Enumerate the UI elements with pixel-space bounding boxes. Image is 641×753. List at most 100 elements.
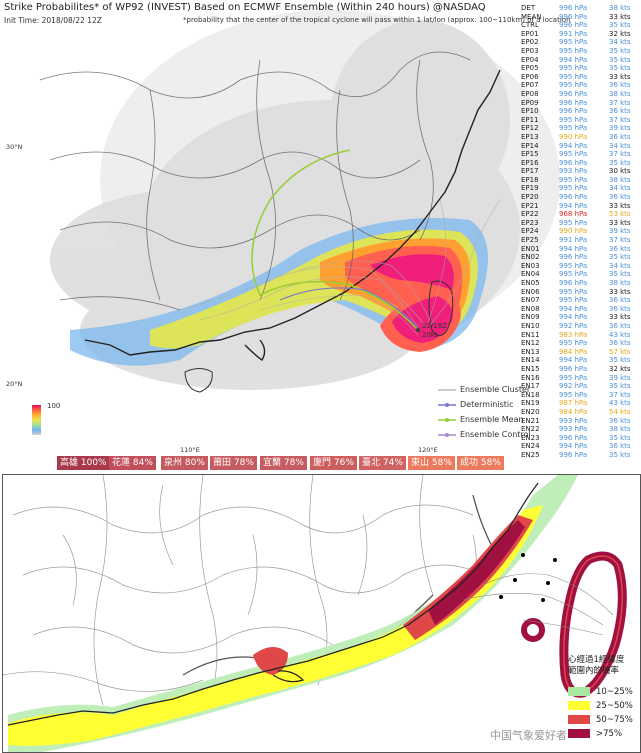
member-wind: 35 kts [609,55,631,64]
member-name: EP07 [521,81,539,90]
probability-colorbar [32,405,41,435]
member-row: EN09 994 hPa 33 kts [521,313,639,322]
member-name: EP15 [521,150,539,159]
member-pressure: 992 hPa [559,382,588,391]
member-name: EP12 [521,124,539,133]
member-wind: 33 kts [609,313,631,322]
legend-deterministic: Deterministic [438,397,518,412]
member-row: EN16 995 hPa 39 kts [521,374,639,383]
member-name: EP10 [521,107,539,116]
member-pressure: 995 hPa [559,270,588,279]
member-pressure: 996 hPa [559,433,588,442]
member-wind: 35 kts [609,64,631,73]
city-probability-badge: 臺北 74% [359,456,406,470]
member-name: EP25 [521,236,539,245]
member-wind: 37 kts [609,98,631,107]
member-wind: 37 kts [609,115,631,124]
member-name: EN16 [521,373,540,382]
member-pressure: 995 hPa [559,115,588,124]
member-wind: 37 kts [609,236,631,245]
member-name: EN25 [521,450,540,459]
member-row: EP11 995 hPa 37 kts [521,116,639,125]
member-wind: 35 kts [609,158,631,167]
member-wind: 36 kts [609,132,631,141]
legend-label: Ensemble Mean [460,415,524,424]
member-wind: 32 kts [609,364,631,373]
member-name: EN17 [521,382,540,391]
member-pressure: 990 hPa [559,227,588,236]
member-row: EN10 992 hPa 36 kts [521,322,639,331]
member-name: EN09 [521,313,540,322]
chart-title: Strike Probabilites* of WP92 (INVEST) Ba… [4,2,486,13]
member-wind: 33 kts [609,287,631,296]
member-name: DET [521,4,536,12]
member-row: EP24 990 hPa 39 kts [521,227,639,236]
member-wind: 36 kts [609,193,631,202]
regional-probability-map [3,475,627,752]
member-pressure: 993 hPa [559,167,588,176]
member-row: EN17 992 hPa 35 kts [521,382,639,391]
legend-ensemble-cluster: Ensemble Cluster [438,382,530,397]
member-wind: 57 kts [609,347,631,356]
member-wind: 36 kts [609,107,631,116]
member-wind: 38 kts [609,425,631,434]
member-pressure: 995 hPa [559,72,588,81]
member-row: EP14 994 hPa 34 kts [521,142,639,151]
member-wind: 38 kts [609,89,631,98]
member-row: EP12 995 hPa 39 kts [521,124,639,133]
member-pressure: 996 hPa [559,4,588,12]
member-name: EN23 [521,433,540,442]
member-row: EN13 984 hPa 57 kts [521,348,639,357]
member-wind: 36 kts [609,304,631,313]
member-name: EN07 [521,296,540,305]
track-legend: Ensemble Cluster Deterministic Ensemble … [438,382,531,442]
member-pressure: 995 hPa [559,38,588,47]
member-row: DET 996 hPa 38 kts [521,4,639,13]
legend-label: >75% [596,729,623,739]
member-wind: 35 kts [609,253,631,262]
legend-swatch [568,715,590,724]
member-wind: 36 kts [609,321,631,330]
member-wind: 35 kts [609,270,631,279]
member-pressure: 996 hPa [559,193,588,202]
member-wind: 34 kts [609,184,631,193]
member-pressure: 995 hPa [559,150,588,159]
member-row: EN18 995 hPa 37 kts [521,391,639,400]
member-pressure: 994 hPa [559,304,588,313]
member-name: EP11 [521,115,539,124]
member-row: EN25 996 hPa 35 kts [521,451,639,460]
member-name: EN11 [521,330,540,339]
member-name: EN22 [521,425,540,434]
probability-note: *probability that the center of the trop… [183,16,571,24]
member-row: EP06 995 hPa 33 kts [521,73,639,82]
member-row: EN03 995 hPa 34 kts [521,262,639,271]
legend-title-line-2: 範圍內的機率 [568,666,620,676]
member-row: EP07 995 hPa 36 kts [521,81,639,90]
member-row: EN04 995 hPa 35 kts [521,270,639,279]
member-name: EN24 [521,442,540,451]
member-name: EP18 [521,175,539,184]
member-wind: 38 kts [609,4,631,12]
member-wind: 34 kts [609,141,631,150]
member-name: EN21 [521,416,540,425]
member-row: EP20 996 hPa 36 kts [521,193,639,202]
member-wind: 35 kts [609,433,631,442]
member-pressure: 995 hPa [559,373,588,382]
member-name: EP01 [521,29,539,38]
member-row: EP22 968 hPa 53 kts [521,210,639,219]
member-pressure: 996 hPa [559,253,588,262]
member-name: EN20 [521,407,540,416]
member-wind: 54 kts [609,407,631,416]
member-pressure: 996 hPa [559,98,588,107]
member-pressure: 991 hPa [559,236,588,245]
city-probability-badge: 宜蘭 78% [260,456,307,470]
member-pressure: 996 hPa [559,12,588,21]
member-name: EN05 [521,279,540,287]
member-name: EN12 [521,339,540,348]
member-pressure: 996 hPa [559,107,588,116]
member-pressure: 993 hPa [559,425,588,434]
member-name: EN02 [521,253,540,262]
member-wind: 39 kts [609,124,631,133]
member-row: EN19 987 hPa 43 kts [521,399,639,408]
member-wind: 36 kts [609,296,631,305]
